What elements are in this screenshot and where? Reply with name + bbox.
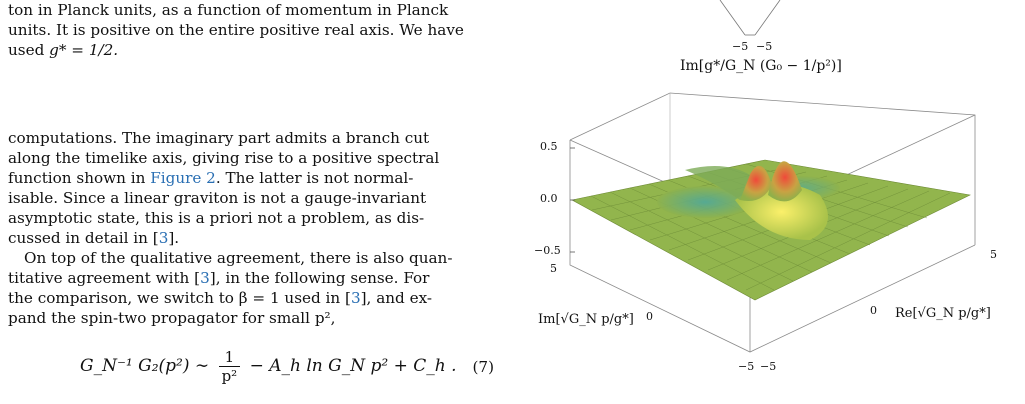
- left-axis-tick: 0: [646, 310, 653, 323]
- body-text-run: titative agreement with [: [8, 269, 201, 287]
- figure-title: Im[g*/G_N (G₀ − 1/p²)]: [680, 58, 842, 74]
- top-tick-label: −5: [732, 40, 749, 53]
- body-text-run: ], in the following sense. For: [209, 269, 430, 287]
- body-text-run: the comparison, we switch to β = 1 used …: [8, 289, 351, 307]
- caption-math: g* = 1/2.: [49, 41, 119, 59]
- equation-number: (7): [472, 358, 494, 376]
- body-text-run: ].: [168, 229, 180, 247]
- left-axis-tick: 5: [550, 262, 557, 275]
- body-line: isable. Since a linear graviton is not a…: [8, 189, 427, 207]
- right-axis-tick: −5: [760, 360, 777, 373]
- z-tick-label: −0.5: [534, 244, 561, 257]
- equation-7: G_N⁻¹ G₂(p²) ∼ 1 p² − A_h ln G_N p² + C_…: [80, 340, 498, 392]
- right-axis-label: Re[√G_N p/g*]: [895, 306, 991, 321]
- body-text-run: . The latter is not normal-: [215, 169, 414, 187]
- surface: [571, 159, 971, 301]
- left-axis-label: Im[√G_N p/g*]: [538, 312, 634, 327]
- body-text-run: cussed in detail in [: [8, 229, 159, 247]
- left-axis-tick: −5: [738, 360, 755, 373]
- equation-fraction: 1 p²: [218, 348, 241, 385]
- figure-link[interactable]: Figure 2: [150, 169, 216, 187]
- fraction-denominator: p²: [221, 367, 238, 385]
- body-text-run: function shown in: [8, 169, 151, 187]
- body-line: computations. The imaginary part admits …: [8, 129, 430, 147]
- citation-link[interactable]: 3: [350, 289, 361, 307]
- z-tick-label: 0.5: [540, 140, 558, 153]
- body-line: asymptotic state, this is a priori not a…: [8, 209, 425, 227]
- right-axis-tick: 5: [990, 248, 997, 261]
- body-line: On top of the qualitative agreement, the…: [24, 249, 453, 267]
- caption-line: units. It is positive on the entire posi…: [8, 21, 464, 39]
- figure-3d-plot: −5 −5 Im[g*/G_N (G₀ − 1/p²)] 0.5 0.0 −0.…: [510, 0, 1025, 404]
- equation-lhs: G_N⁻¹ G₂(p²) ∼: [80, 356, 210, 376]
- citation-link[interactable]: 3: [158, 229, 169, 247]
- body-line: pand the spin-two propagator for small p…: [8, 309, 336, 327]
- body-line: function shown in Figure 2. The latter i…: [8, 168, 498, 188]
- body-line: titative agreement with [3], in the foll…: [8, 268, 498, 288]
- caption-line: used g* = 1/2.: [8, 40, 498, 60]
- body-line: cussed in detail in [3].: [8, 228, 498, 248]
- equation-rhs: − A_h ln G_N p² + C_h .: [249, 356, 457, 376]
- right-axis-tick: 0: [870, 304, 877, 317]
- caption-text: used: [8, 41, 50, 59]
- fraction-numerator: 1: [218, 348, 241, 367]
- figure-caption: ton in Planck units, as a function of mo…: [8, 0, 498, 60]
- body-line: the comparison, we switch to β = 1 used …: [8, 288, 498, 308]
- z-axis-ticks: [570, 147, 575, 253]
- body-text-run: ], and ex-: [360, 289, 432, 307]
- body-text: computations. The imaginary part admits …: [8, 128, 498, 328]
- z-tick-label: 0.0: [540, 192, 558, 205]
- caption-line: ton in Planck units, as a function of mo…: [8, 1, 449, 19]
- upper-plot-remnant: [719, 0, 781, 36]
- citation-link[interactable]: 3: [200, 269, 210, 287]
- top-tick-label: −5: [756, 40, 773, 53]
- body-line: along the timelike axis, giving rise to …: [8, 149, 440, 167]
- equation-body: G_N⁻¹ G₂(p²) ∼ 1 p² − A_h ln G_N p² + C_…: [80, 348, 457, 385]
- plot-canvas: [569, 0, 976, 353]
